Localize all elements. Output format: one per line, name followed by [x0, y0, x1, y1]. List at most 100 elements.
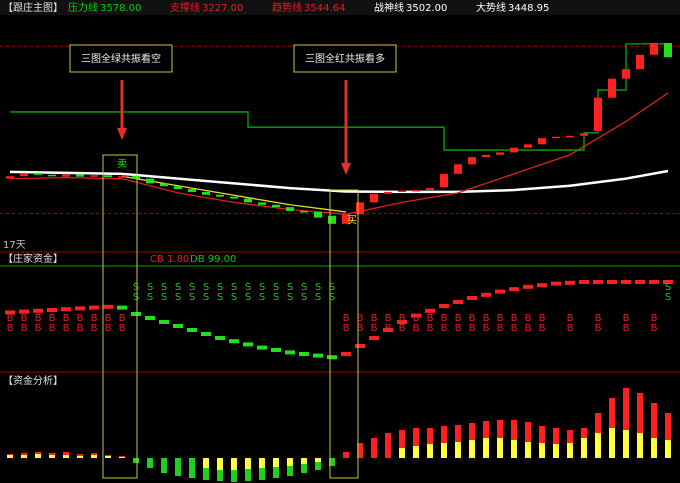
- db-label: DB 99.00: [190, 254, 236, 265]
- candle: [342, 214, 350, 224]
- candle: [384, 191, 392, 194]
- buy-letter: B: [399, 313, 406, 324]
- buy-letter: B: [497, 323, 504, 334]
- candle: [146, 178, 154, 184]
- buy-letter: B: [427, 313, 434, 324]
- days-label: 17天: [3, 240, 26, 251]
- arrow-head: [341, 163, 351, 175]
- buy-letter: B: [385, 323, 392, 334]
- buy-letter: B: [91, 323, 98, 334]
- candle: [566, 135, 574, 138]
- candle: [454, 164, 462, 174]
- candle: [664, 42, 672, 58]
- candle: [132, 175, 140, 179]
- fund-dot: [61, 307, 71, 312]
- buy-letter: B: [35, 323, 42, 334]
- indicator-value: 3448.95: [508, 3, 549, 14]
- buy-letter: B: [357, 313, 364, 324]
- analysis-yellow: [455, 442, 461, 458]
- sell-letter: S: [231, 292, 237, 303]
- candle: [34, 172, 42, 175]
- sell-letter: S: [147, 292, 153, 303]
- analysis-yellow: [399, 448, 405, 458]
- candle: [314, 211, 322, 218]
- fund-dot: [467, 296, 477, 300]
- analysis-bar: [623, 388, 629, 458]
- candle: [188, 189, 196, 192]
- buy-letter: B: [7, 313, 14, 324]
- analysis-bar: [343, 452, 349, 458]
- buy-letter: B: [77, 313, 84, 324]
- fund-dot: [425, 308, 435, 313]
- candle: [538, 138, 546, 145]
- fund-dot: [229, 339, 239, 344]
- buy-letter: B: [105, 323, 112, 334]
- chart-title[interactable]: 【跟庄主图】: [3, 1, 63, 14]
- buy-letter: B: [413, 313, 420, 324]
- buy-letter: B: [343, 323, 350, 334]
- sell-letter: S: [133, 282, 139, 293]
- fund-dot: [453, 300, 463, 304]
- sell-letter: S: [259, 292, 265, 303]
- panel-title[interactable]: 【庄家资金】: [3, 252, 63, 265]
- analysis-bar: [553, 428, 559, 458]
- candle: [216, 194, 224, 197]
- header-bar: [0, 0, 680, 15]
- buy-letter: B: [651, 323, 658, 334]
- analysis-yellow: [539, 443, 545, 458]
- analysis-bar: [175, 458, 181, 476]
- analysis-yellow: [413, 446, 419, 458]
- fund-dot: [243, 342, 253, 347]
- buy-letter: B: [21, 323, 28, 334]
- sell-letter: S: [287, 292, 293, 303]
- fund-dot: [495, 289, 505, 294]
- indicator-name: 大势线: [476, 1, 506, 14]
- fund-dot: [285, 350, 295, 355]
- buy-letter: B: [623, 323, 630, 334]
- fund-dot: [103, 304, 113, 309]
- sell-letter: S: [315, 292, 321, 303]
- candle: [90, 175, 98, 177]
- buy-letter: B: [385, 313, 392, 324]
- sell-letter: S: [301, 282, 307, 293]
- candle: [552, 136, 560, 139]
- candle: [468, 157, 476, 165]
- analysis-yellow: [217, 458, 223, 470]
- buy-letter: B: [119, 323, 126, 334]
- analysis-bar: [161, 458, 167, 473]
- candle: [510, 147, 518, 153]
- fund-dot: [145, 316, 155, 320]
- buy-letter: B: [49, 323, 56, 334]
- buy-letter: B: [525, 323, 532, 334]
- buy-letter: B: [63, 323, 70, 334]
- sell-letter: S: [231, 282, 237, 293]
- buy-signal: 买: [347, 214, 357, 226]
- candle: [76, 174, 84, 177]
- fund-dot: [481, 292, 491, 297]
- analysis-yellow: [567, 443, 573, 458]
- candle: [524, 144, 532, 148]
- analysis-yellow: [315, 458, 321, 462]
- analysis-bar: [287, 458, 293, 476]
- analysis-yellow: [119, 457, 125, 458]
- fund-dot: [355, 344, 365, 348]
- buy-letter: B: [525, 313, 532, 324]
- fund-dot: [271, 348, 281, 352]
- analysis-bar: [329, 458, 335, 466]
- sell-letter: S: [665, 282, 671, 293]
- fund-dot: [551, 281, 561, 286]
- indicator-name: 压力线: [68, 1, 98, 14]
- analysis-bar: [665, 413, 671, 458]
- analysis-bar: [525, 422, 531, 458]
- panel-title[interactable]: 【资金分析】: [3, 374, 63, 387]
- candle: [6, 176, 14, 179]
- fund-dot: [173, 324, 183, 328]
- fund-dot: [579, 280, 589, 284]
- analysis-bar: [315, 458, 321, 470]
- sell-letter: S: [287, 282, 293, 293]
- fund-dot: [47, 308, 57, 312]
- buy-letter: B: [539, 313, 546, 324]
- analysis-yellow: [595, 433, 601, 458]
- analysis-bar: [273, 458, 279, 478]
